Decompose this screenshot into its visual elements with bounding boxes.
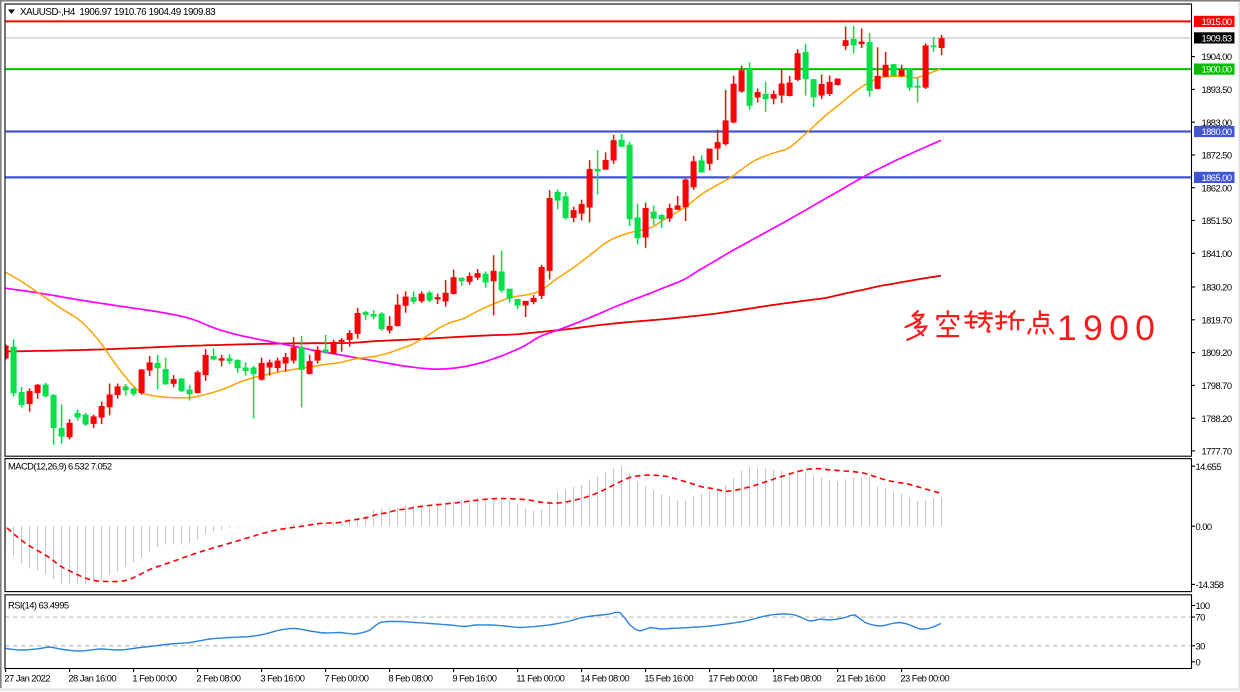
svg-text:21 Feb 16:00: 21 Feb 16:00: [836, 673, 885, 684]
svg-text:1900: 1900: [1057, 308, 1161, 348]
svg-text:1788.20: 1788.20: [1201, 413, 1231, 424]
svg-text:8 Feb 08:00: 8 Feb 08:00: [388, 673, 432, 684]
svg-text:15 Feb 16:00: 15 Feb 16:00: [644, 673, 693, 684]
svg-text:1915.00: 1915.00: [1201, 16, 1231, 27]
svg-text:-14.358: -14.358: [1196, 579, 1224, 590]
svg-text:1900.00: 1900.00: [1201, 64, 1231, 75]
svg-text:30: 30: [1196, 640, 1206, 651]
svg-text:1 Feb 00:00: 1 Feb 00:00: [132, 673, 176, 684]
svg-text:XAUUSD-,H4 1906.97 1910.76 19: XAUUSD-,H4 1906.97 1910.76 1904.49 1909.…: [20, 7, 216, 18]
svg-text:0.00: 0.00: [1196, 521, 1212, 532]
svg-text:100: 100: [1196, 600, 1210, 611]
svg-text:18 Feb 08:00: 18 Feb 08:00: [772, 673, 821, 684]
svg-text:1880.00: 1880.00: [1201, 126, 1231, 137]
svg-text:2 Feb 08:00: 2 Feb 08:00: [196, 673, 240, 684]
svg-text:MACD(12,26,9) 6.532 7.052: MACD(12,26,9) 6.532 7.052: [8, 461, 112, 472]
svg-text:1904.00: 1904.00: [1201, 51, 1231, 62]
svg-text:1819.70: 1819.70: [1201, 314, 1231, 325]
svg-text:RSI(14) 63.4995: RSI(14) 63.4995: [8, 599, 69, 610]
svg-text:7 Feb 00:00: 7 Feb 00:00: [324, 673, 368, 684]
svg-text:14.655: 14.655: [1196, 461, 1222, 472]
svg-text:3 Feb 16:00: 3 Feb 16:00: [260, 673, 304, 684]
svg-text:17 Feb 00:00: 17 Feb 00:00: [708, 673, 757, 684]
svg-text:1893.50: 1893.50: [1201, 84, 1231, 95]
svg-text:28 Jan 16:00: 28 Jan 16:00: [68, 673, 116, 684]
svg-text:1865.00: 1865.00: [1201, 172, 1231, 183]
svg-text:14 Feb 08:00: 14 Feb 08:00: [580, 673, 629, 684]
svg-text:0: 0: [1196, 656, 1201, 667]
svg-text:1798.70: 1798.70: [1201, 380, 1231, 391]
svg-text:1862.00: 1862.00: [1201, 182, 1231, 193]
svg-text:1830.20: 1830.20: [1201, 282, 1231, 293]
svg-text:1909.83: 1909.83: [1201, 33, 1231, 44]
svg-text:11 Feb 00:00: 11 Feb 00:00: [516, 673, 564, 684]
svg-text:1809.20: 1809.20: [1201, 347, 1231, 358]
svg-text:1851.50: 1851.50: [1201, 215, 1231, 226]
svg-text:27 Jan 2022: 27 Jan 2022: [4, 673, 50, 684]
svg-text:9 Feb 16:00: 9 Feb 16:00: [452, 673, 496, 684]
svg-text:1841.00: 1841.00: [1201, 248, 1231, 259]
svg-text:23 Feb 00:00: 23 Feb 00:00: [900, 673, 949, 684]
svg-text:1883.00: 1883.00: [1201, 117, 1231, 128]
svg-text:1872.50: 1872.50: [1201, 150, 1231, 161]
svg-text:1777.70: 1777.70: [1201, 446, 1231, 457]
svg-text:70: 70: [1196, 612, 1206, 623]
